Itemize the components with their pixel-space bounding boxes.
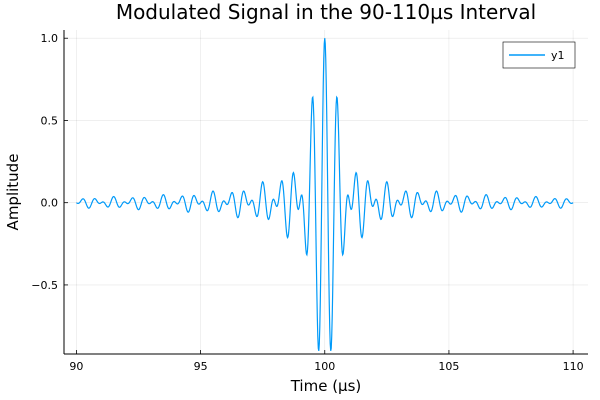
- x-tick-label: 105: [438, 360, 459, 373]
- y-tick-label: 0.0: [41, 197, 59, 210]
- y-tick-label: −0.5: [31, 279, 58, 292]
- x-tick-label: 90: [69, 360, 83, 373]
- x-tick-label: 100: [314, 360, 335, 373]
- y-ticks: −0.5 0.0 0.5 1.0: [31, 32, 68, 292]
- y-tick-label: 0.5: [41, 114, 59, 127]
- x-ticks: 90 95 100 105 110: [69, 350, 584, 373]
- y-tick-label: 1.0: [41, 32, 59, 45]
- x-tick-label: 95: [194, 360, 208, 373]
- legend-label: y1: [551, 49, 565, 62]
- grid: [64, 30, 588, 354]
- y-axis-label: Amplitude: [4, 154, 22, 231]
- legend: y1: [502, 41, 576, 69]
- chart-title: Modulated Signal in the 90-110µs Interva…: [116, 0, 536, 24]
- x-tick-label: 110: [563, 360, 584, 373]
- plot-area: [76, 38, 574, 351]
- axes: [63, 30, 588, 355]
- x-axis-label: Time (µs): [290, 377, 362, 395]
- series-line-y1: [76, 38, 574, 351]
